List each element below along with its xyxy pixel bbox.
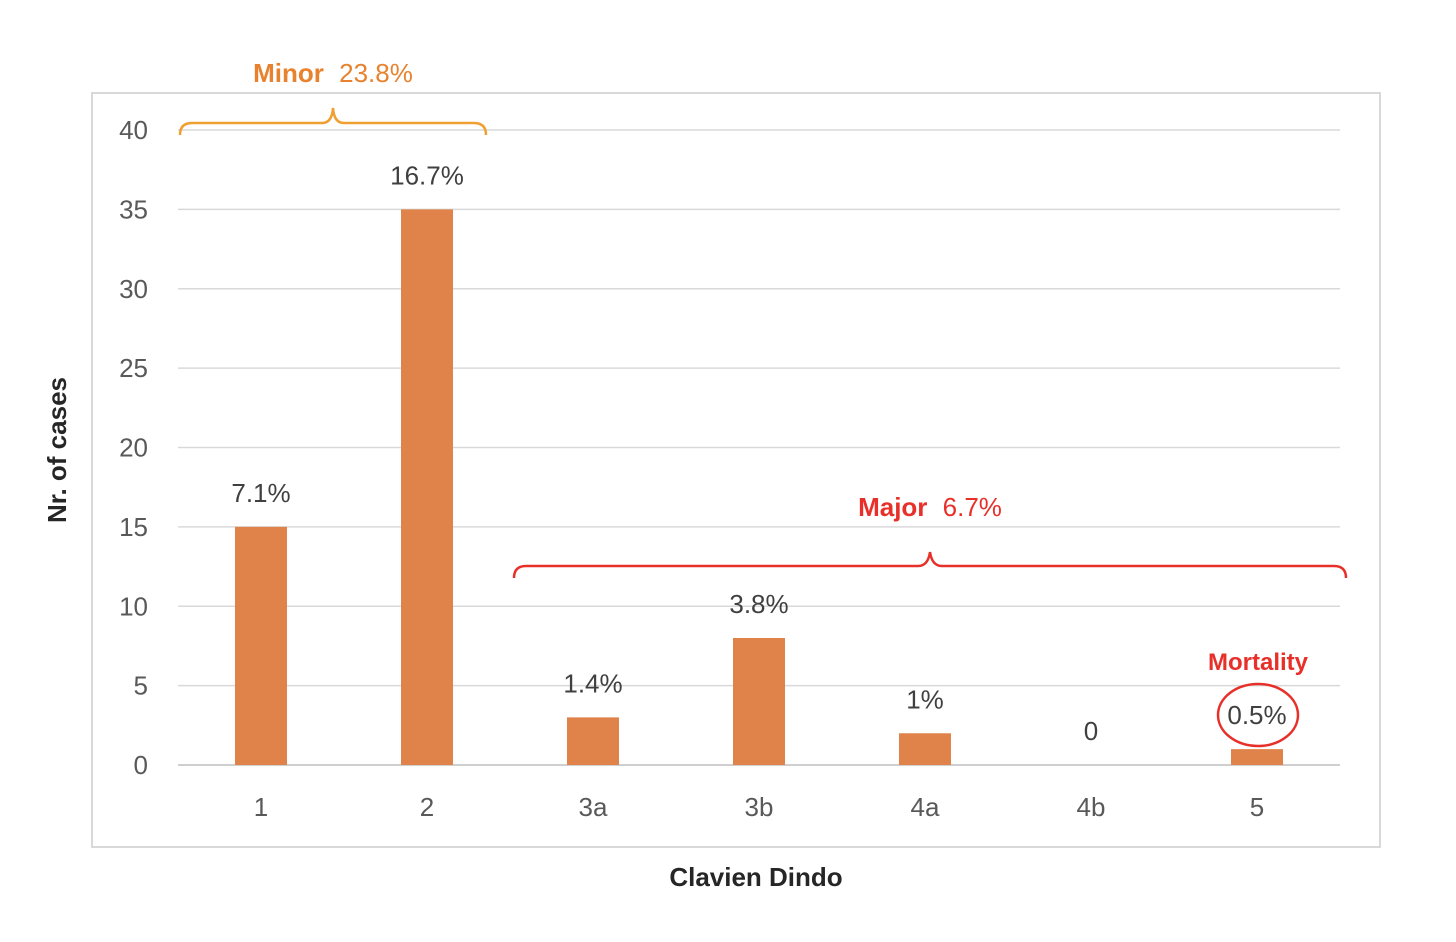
x-tick-label: 5 — [1250, 792, 1264, 822]
y-axis-title: Nr. of cases — [42, 377, 72, 523]
y-tick-label: 25 — [119, 353, 148, 383]
bar — [733, 638, 785, 765]
x-axis-title: Clavien Dindo — [669, 862, 842, 892]
data-label: 0.5% — [1227, 700, 1286, 730]
chart-frame — [91, 92, 1381, 848]
data-label: 1.4% — [563, 668, 622, 698]
y-tick-label: 15 — [119, 512, 148, 542]
x-tick-label: 4a — [911, 792, 940, 822]
gridlines — [178, 129, 1340, 766]
bar — [899, 733, 951, 765]
data-label: 16.7% — [390, 160, 464, 190]
x-axis-ticks: 1 2 3a 3b 4a 4b 5 — [254, 792, 1264, 822]
y-tick-label: 10 — [119, 591, 148, 621]
bars — [235, 209, 1283, 765]
data-label: 3.8% — [729, 589, 788, 619]
x-tick-label: 3a — [579, 792, 608, 822]
minor-label: Minor — [253, 58, 324, 88]
y-tick-label: 35 — [119, 194, 148, 224]
y-tick-label: 5 — [134, 671, 148, 701]
x-tick-label: 4b — [1077, 792, 1106, 822]
data-label: 0 — [1084, 716, 1098, 746]
bar — [1231, 749, 1283, 765]
y-tick-label: 40 — [119, 115, 148, 145]
y-axis-ticks: 0 5 10 15 20 25 30 35 40 — [119, 115, 148, 780]
bar — [235, 526, 287, 765]
major-annotation: Major 6.7% — [858, 492, 1002, 522]
major-brace — [512, 551, 1348, 579]
minor-brace — [178, 107, 488, 136]
data-label: 7.1% — [231, 478, 290, 508]
bar — [567, 717, 619, 765]
data-label: 1% — [906, 684, 944, 714]
mortality-circle — [1216, 682, 1300, 748]
x-tick-label: 3b — [745, 792, 774, 822]
major-label: Major — [858, 492, 927, 522]
y-tick-label: 20 — [119, 433, 148, 463]
x-tick-label: 1 — [254, 792, 268, 822]
y-tick-label: 0 — [134, 750, 148, 780]
major-value: 6.7% — [943, 492, 1002, 522]
minor-annotation: Minor 23.8% — [253, 58, 413, 88]
y-tick-label: 30 — [119, 274, 148, 304]
mortality-label: Mortality — [1208, 649, 1309, 676]
bar — [401, 209, 453, 765]
data-labels: 7.1% 16.7% 1.4% 3.8% 1% 0 0.5% — [231, 160, 1286, 746]
minor-value: 23.8% — [339, 58, 413, 88]
x-tick-label: 2 — [420, 792, 434, 822]
